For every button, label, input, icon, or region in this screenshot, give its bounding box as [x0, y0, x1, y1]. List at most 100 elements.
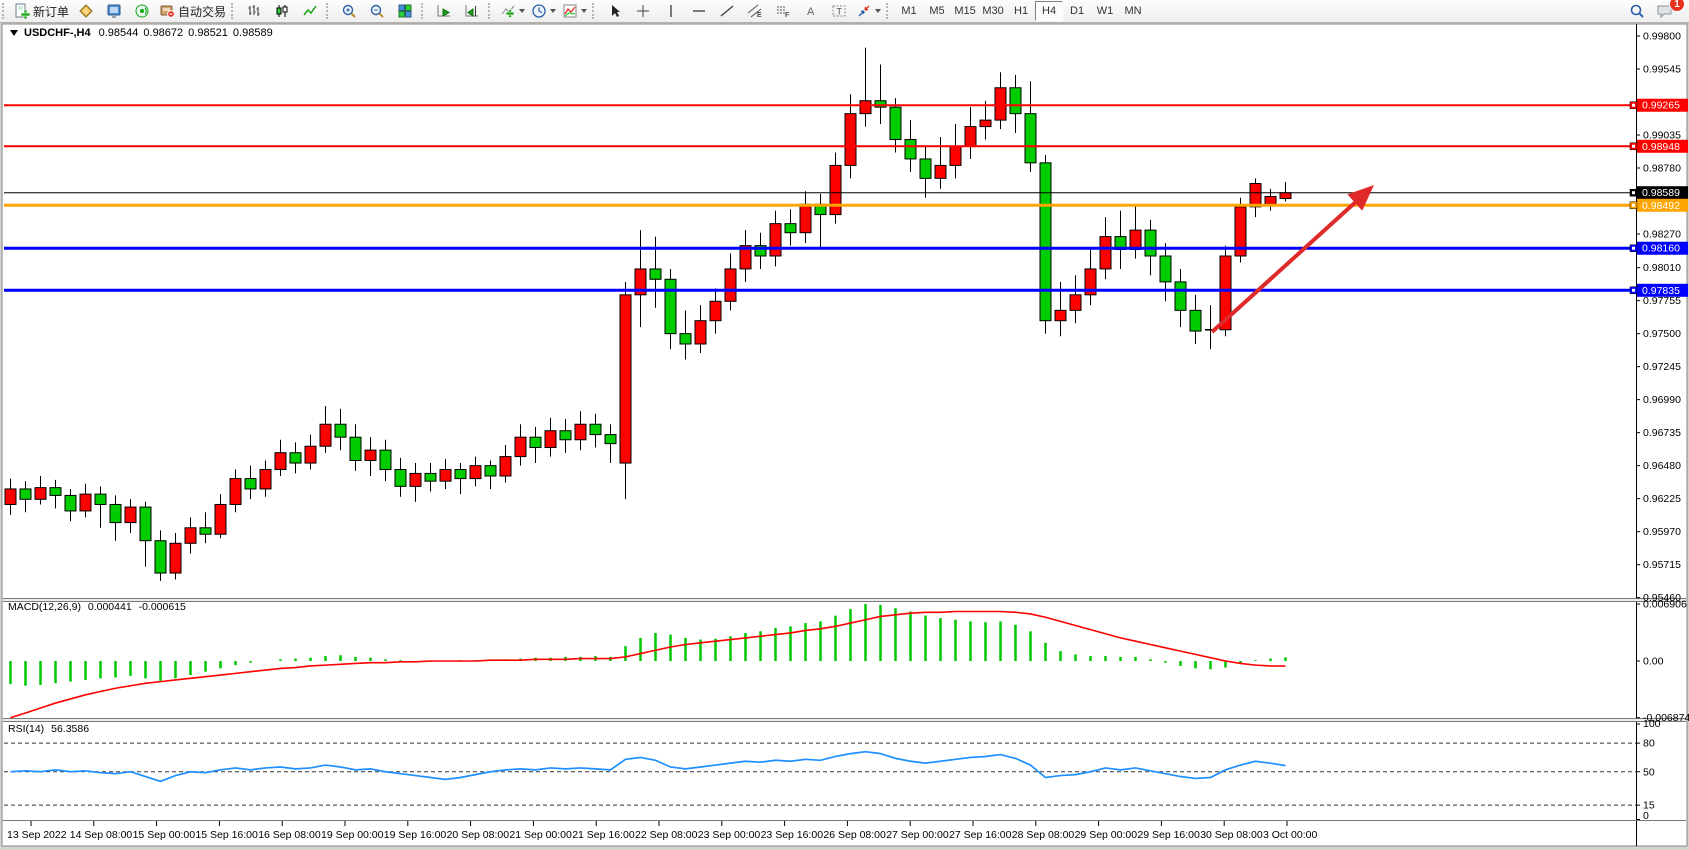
price-tick-label: 0.95460 — [1643, 592, 1681, 604]
trend-arrow[interactable] — [1210, 185, 1374, 334]
time-axis-label: 19 Sep 16:00 — [384, 829, 447, 841]
templates-button[interactable] — [559, 0, 590, 22]
toolbar-grip — [231, 3, 237, 19]
text-a-icon: A — [807, 6, 815, 18]
fibonacci-icon: F — [777, 6, 789, 19]
chart-collapse-icon[interactable] — [10, 30, 18, 36]
clock-icon — [532, 4, 546, 18]
price-tick-label: 0.97500 — [1643, 328, 1681, 340]
macd-axis-label: -0.006874 — [1643, 712, 1689, 724]
indicators-icon — [501, 5, 515, 18]
low-value: 0.98521 — [188, 27, 228, 39]
auto-trading-icon — [160, 5, 175, 18]
auto-scroll-button[interactable] — [430, 0, 458, 22]
price-tick-label: 0.98780 — [1643, 163, 1681, 175]
price-tick-label: 0.96735 — [1643, 427, 1681, 439]
timeframe-w1-button[interactable]: W1 — [1096, 5, 1114, 17]
price-tick-label: 0.96990 — [1643, 394, 1681, 406]
ohlc-bars-icon — [248, 5, 260, 16]
chart-canvas[interactable]: 0.99800 0.99545 0.99035 0.98780 0.98270 0.980… — [0, 22, 1689, 850]
price-tag-0.97835: 0.97835 — [1629, 283, 1688, 297]
arrows-tool-button[interactable] — [853, 0, 884, 22]
market-watch-button[interactable] — [100, 0, 128, 22]
new-chart-button[interactable] — [72, 0, 100, 22]
time-axis-label: 29 Sep 16:00 — [1137, 829, 1200, 841]
rsi-axis-label: 50 — [1643, 766, 1655, 778]
fibonacci-tool-button[interactable]: F — [769, 0, 797, 22]
svg-text:0.98492: 0.98492 — [1642, 200, 1680, 212]
search-icon — [1630, 4, 1644, 18]
cursor-tool-button[interactable] — [601, 0, 629, 22]
periods-button[interactable] — [528, 0, 559, 22]
candlestick-style-button[interactable] — [268, 0, 296, 22]
macd-signal-value: -0.000615 — [138, 601, 186, 613]
new-order-button[interactable]: 新订单 — [11, 0, 72, 22]
timeframe-toolbar: M1 M5 M15 M30 H1 H4 D1 W1 MN — [895, 1, 1147, 21]
time-axis-label: 21 Sep 16:00 — [572, 829, 635, 841]
tile-windows-button[interactable] — [391, 0, 419, 22]
price-tick-label: 0.95970 — [1643, 526, 1681, 538]
auto-trading-button[interactable]: 自动交易 — [156, 0, 229, 22]
text-label-icon: T — [832, 5, 846, 17]
crosshair-tool-button[interactable] — [629, 0, 657, 22]
open-value: 0.98544 — [98, 27, 139, 39]
bar-chart-style-button[interactable] — [240, 0, 268, 22]
chart-shift-button[interactable] — [458, 0, 486, 22]
svg-text:F: F — [785, 12, 789, 19]
trendline-tool-button[interactable] — [713, 0, 741, 22]
close-value: 0.98589 — [232, 27, 273, 39]
timeframe-m5-button[interactable]: M5 — [929, 5, 945, 17]
timeframe-m1-button[interactable]: M1 — [901, 5, 917, 17]
timeframe-mn-button[interactable]: MN — [1124, 5, 1142, 17]
line-chart-style-button[interactable] — [296, 0, 324, 22]
zoom-out-button[interactable] — [363, 0, 391, 22]
price-tick-label: 0.95715 — [1643, 559, 1681, 571]
time-axis-label: 21 Sep 00:00 — [509, 829, 572, 841]
time-axis-label: 30 Sep 08:00 — [1200, 829, 1263, 841]
time-axis: 13 Sep 2022 14 Sep 08:00 15 Sep 00:00 15 Se… — [7, 821, 1317, 841]
zoom-in-button[interactable] — [335, 0, 363, 22]
time-axis-label: 3 Oct 00:00 — [1263, 829, 1317, 841]
time-axis-label: 15 Sep 00:00 — [133, 829, 196, 841]
macd-axis-label: 0.006906 — [1643, 599, 1687, 611]
rsi-value: 56.3586 — [51, 723, 90, 735]
text-tool-button[interactable]: A — [797, 0, 825, 22]
channel-tool-button[interactable]: E — [741, 0, 769, 22]
horizontal-line-tool-button[interactable] — [685, 0, 713, 22]
arrows-dropdown-caret — [875, 9, 882, 13]
timeframe-h1-button[interactable]: H1 — [1014, 5, 1029, 17]
svg-text:0.98160: 0.98160 — [1642, 243, 1680, 255]
text-label-tool-button[interactable]: T — [825, 0, 853, 22]
chart-area[interactable]: 0.99800 0.99545 0.99035 0.98780 0.98270 0.980… — [0, 22, 1689, 850]
toolbar-grip — [326, 3, 332, 19]
timeframe-d1-button[interactable]: D1 — [1070, 5, 1085, 17]
signal-icon — [135, 4, 149, 18]
equidistant-channel-icon: E — [747, 4, 762, 19]
indicators-button[interactable] — [497, 0, 528, 22]
new-order-label: 新订单 — [33, 4, 70, 19]
chart-shift-icon — [465, 5, 479, 17]
svg-text:0.97835: 0.97835 — [1642, 285, 1680, 297]
line-chart-icon — [303, 5, 317, 16]
signals-button[interactable] — [128, 0, 156, 22]
candles — [4, 47, 1292, 581]
rsi-panel — [4, 742, 1636, 806]
search-button[interactable] — [1623, 0, 1651, 22]
time-axis-label: 28 Sep 08:00 — [1012, 829, 1075, 841]
trendline-icon — [720, 5, 734, 17]
price-tag-0.98492: 0.98492 — [1629, 198, 1688, 212]
gold-chart-icon — [79, 4, 93, 18]
zoom-in-icon — [342, 4, 356, 18]
time-axis-label: 15 Sep 16:00 — [195, 829, 258, 841]
notifications-button[interactable]: 1 — [1651, 0, 1685, 22]
crosshair-icon — [637, 5, 650, 17]
new-order-icon — [15, 3, 30, 19]
timeframe-h4-button[interactable]: H4 — [1035, 1, 1064, 21]
svg-text:0.98589: 0.98589 — [1642, 187, 1680, 199]
indicators-dropdown-caret — [519, 9, 526, 13]
time-axis-label: 14 Sep 08:00 — [70, 829, 133, 841]
vertical-line-tool-button[interactable] — [657, 0, 685, 22]
timeframe-m30-button[interactable]: M30 — [982, 5, 1004, 17]
timeframe-m15-button[interactable]: M15 — [954, 5, 976, 17]
